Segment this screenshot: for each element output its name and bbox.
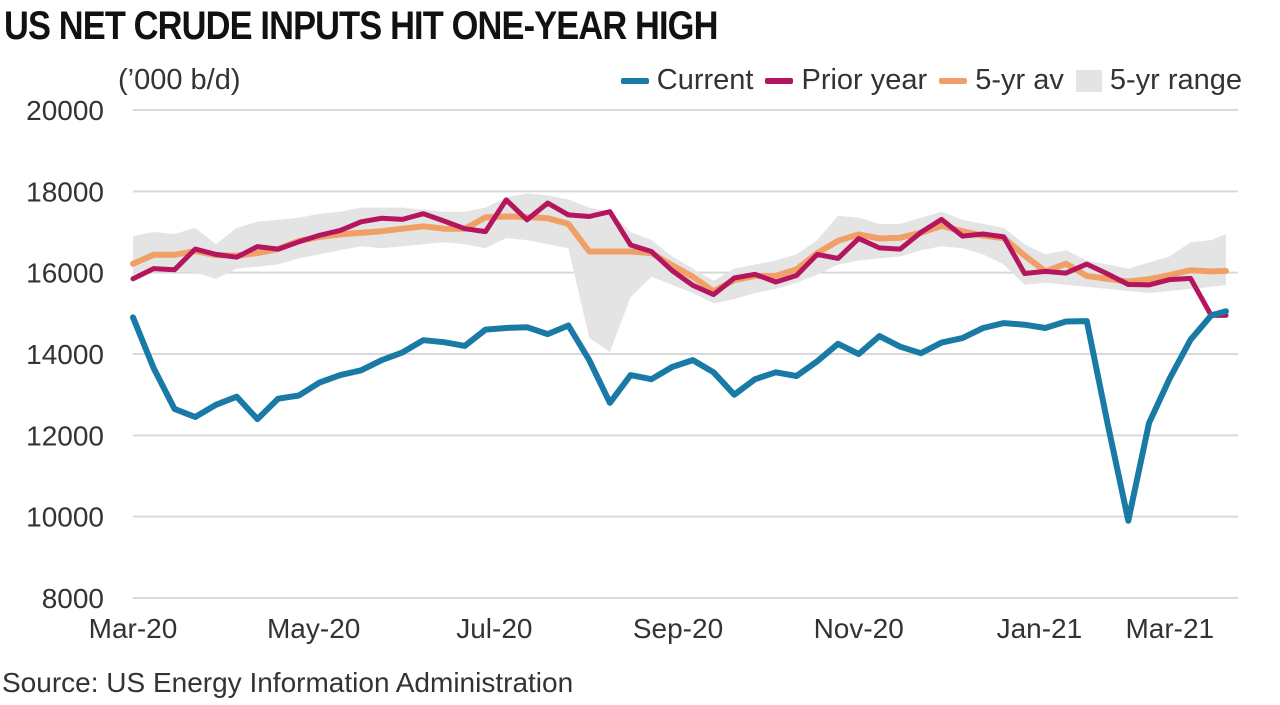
y-tick-label-8000: 8000 [42, 583, 104, 614]
chart-title: US NET CRUDE INPUTS HIT ONE-YEAR HIGH [4, 4, 718, 48]
y-tick-label-12000: 12000 [26, 420, 104, 451]
source-note: Source: US Energy Information Administra… [2, 667, 574, 698]
series-layer [130, 193, 1229, 524]
legend-item-current: Current [620, 64, 754, 97]
legend-swatch-5yr-range [1075, 69, 1102, 92]
y-tick-label-18000: 18000 [26, 176, 104, 207]
x-tick-label-Nov-20: Nov-20 [814, 613, 904, 644]
legend: Current Prior year 5-yr av 5-yr range [620, 64, 1242, 97]
series-prior-year-line [130, 197, 1229, 318]
x-tick-label-Mar-20: Mar-20 [89, 613, 178, 644]
legend-item-5yr-range: 5-yr range [1075, 64, 1242, 97]
y-tick-label-20000: 20000 [26, 95, 104, 126]
x-tick-label-Jan-21: Jan-21 [997, 613, 1083, 644]
y-axis-unit-label: (’000 b/d) [118, 64, 241, 96]
legend-label-5yr-av: 5-yr av [975, 64, 1064, 96]
legend-label-current: Current [656, 64, 754, 96]
x-tick-label-May-20: May-20 [267, 613, 360, 644]
legend-item-prior-year: Prior year [765, 64, 927, 97]
legend-item-5yr-av: 5-yr av [939, 64, 1064, 97]
x-tick-label-Mar-21: Mar-21 [1125, 613, 1214, 644]
y-axis-tick-labels: 8000 10000 12000 14000 16000 18000 20000 [26, 95, 104, 614]
legend-swatch-prior-year [765, 77, 794, 84]
legend-swatch-current [620, 77, 649, 84]
legend-label-5yr-range: 5-yr range [1109, 64, 1242, 96]
gridlines [133, 109, 1238, 599]
series-current-line [130, 308, 1229, 524]
x-tick-label-Sep-20: Sep-20 [633, 613, 723, 644]
x-tick-label-Jul-20: Jul-20 [456, 613, 532, 644]
y-tick-label-16000: 16000 [26, 258, 104, 289]
y-tick-label-10000: 10000 [26, 502, 104, 533]
y-tick-label-14000: 14000 [26, 339, 104, 370]
x-axis-tick-labels: Mar-20 May-20 Jul-20 Sep-20 Nov-20 Jan-21 Mar-… [89, 613, 1215, 644]
legend-label-prior-year: Prior year [801, 64, 928, 96]
legend-swatch-5yr-av [939, 77, 968, 84]
